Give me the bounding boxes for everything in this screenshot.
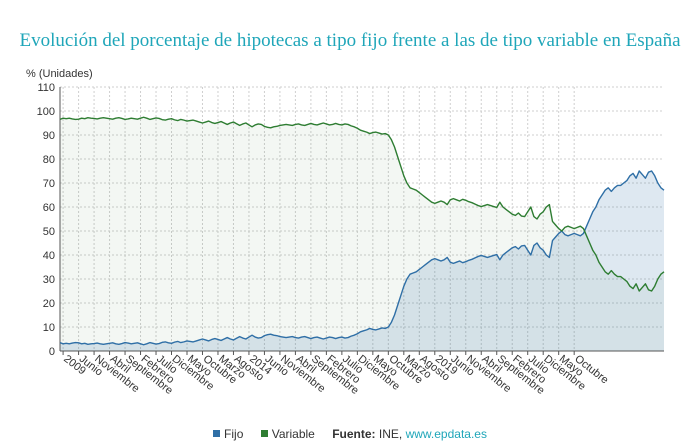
legend-label-variable: Variable bbox=[271, 427, 315, 441]
y-tick-labels: 0 10 20 30 40 50 60 70 80 90 100 110 bbox=[37, 82, 55, 358]
y-tick-label: 60 bbox=[43, 202, 55, 214]
legend-item-variable[interactable]: Variable bbox=[260, 427, 318, 441]
grid-lines bbox=[60, 86, 664, 355]
y-tick-label: 100 bbox=[37, 106, 55, 118]
series-areas bbox=[60, 117, 664, 352]
legend-swatch-fijo bbox=[213, 430, 221, 438]
y-tick-label: 90 bbox=[43, 130, 55, 142]
y-tick-label: 10 bbox=[43, 322, 55, 334]
y-tick-label: 0 bbox=[49, 346, 55, 358]
y-tick-label: 50 bbox=[43, 226, 55, 238]
legend: Fijo Variable Fuente: INE, www.epdata.es bbox=[0, 427, 700, 441]
series-line-fijo bbox=[59, 170, 665, 346]
x-tick-labels: 2009JunioNoviembreAbrilSeptiembreFebrero… bbox=[61, 353, 610, 397]
y-tick-label: 70 bbox=[43, 178, 55, 190]
legend-label-fijo: Fijo bbox=[224, 427, 244, 441]
axes bbox=[59, 87, 664, 352]
legend-swatch-variable bbox=[260, 430, 268, 438]
y-tick-label: 40 bbox=[43, 250, 55, 262]
series-lines bbox=[59, 116, 665, 346]
source-text: INE, bbox=[378, 427, 403, 441]
y-axis-label: % (Unidades) bbox=[26, 68, 93, 80]
chart-title: Evolución del porcentaje de hipotecas a … bbox=[19, 30, 681, 51]
area-variable bbox=[60, 117, 664, 352]
y-tick-label: 110 bbox=[37, 82, 55, 94]
area-chart: 0 10 20 30 40 50 60 70 80 90 100 110 2009JunioNovie… bbox=[26, 68, 665, 397]
source-label: Fuente: bbox=[332, 427, 376, 441]
y-tick-label: 80 bbox=[43, 154, 55, 166]
legend-item-fijo[interactable]: Fijo bbox=[213, 427, 247, 441]
area-fijo bbox=[60, 171, 664, 351]
series-line-variable bbox=[59, 116, 665, 292]
source-link[interactable]: www.epdata.es bbox=[405, 427, 487, 441]
y-tick-label: 20 bbox=[43, 298, 55, 310]
y-tick-label: 30 bbox=[43, 274, 55, 286]
